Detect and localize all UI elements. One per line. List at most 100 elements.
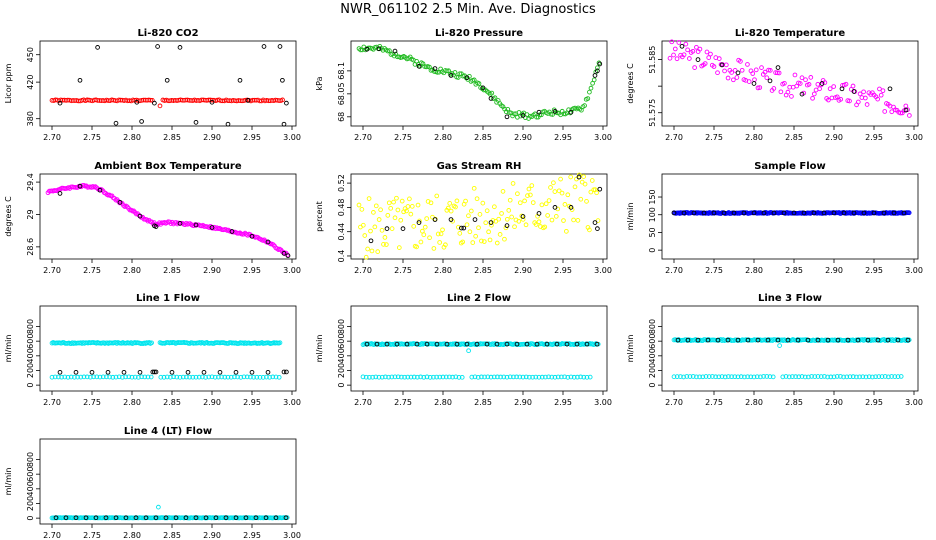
data-point [759,65,764,70]
data-point [533,222,539,227]
x-tick-label: 2.85 [163,398,181,407]
data-point [200,374,205,380]
series-ref [675,337,911,343]
data-point [903,103,909,109]
data-point [384,226,390,231]
plot-frame [661,173,919,260]
x-tick-label: 2.70 [665,266,683,275]
x-tick-label: 2.90 [514,266,532,275]
x-tick-label: 2.80 [745,133,763,142]
data-point [729,70,734,75]
data-point [568,109,574,115]
x-tick-label: 2.95 [243,266,261,275]
y-tick-label: 400 [26,481,35,496]
data-point [584,199,589,204]
data-point [817,86,822,92]
data-point [517,374,523,380]
data-point [157,103,163,109]
data-point [903,107,909,113]
series-glitch [466,348,471,354]
data-point [578,374,583,380]
data-point [595,226,600,231]
data-point [373,374,379,380]
data-point [667,55,673,61]
data-point [886,374,891,380]
data-point [359,207,365,212]
data-point [416,63,422,69]
x-tick-label: 2.95 [865,398,883,407]
data-point [183,515,189,521]
data-point [585,96,591,101]
data-point [549,217,555,223]
data-point [158,374,164,380]
data-point [457,231,463,236]
data-point [394,195,399,201]
data-point [558,176,563,182]
data-point [78,374,84,380]
data-point [149,340,154,346]
data-point [880,88,886,94]
data-point [463,198,468,204]
data-point [68,374,74,380]
data-point [694,44,699,50]
y-tick-label: 800 [26,452,35,467]
data-point [153,369,159,375]
data-point [384,341,390,347]
data-point [391,199,396,205]
data-point [552,374,558,380]
data-point [238,374,244,380]
data-point [110,374,116,380]
data-point [878,92,884,98]
x-tick-label: 2.90 [203,398,221,407]
data-point [392,374,398,380]
data-point [731,210,737,216]
data-point [793,374,798,379]
data-point [466,348,471,354]
data-point [719,62,725,68]
data-point [424,374,430,380]
x-tick-label: 2.85 [785,266,803,275]
data-point [404,341,410,347]
data-point [437,240,442,245]
data-point [751,210,757,216]
data-point [501,374,507,380]
data-point [454,198,460,204]
data-point [520,374,526,380]
data-point [742,374,747,380]
data-point [785,337,791,343]
data-point [284,369,289,375]
data-point [785,89,791,95]
data-point [825,374,830,380]
data-point [551,180,556,186]
plot-frame [350,305,608,392]
data-point [865,337,871,343]
data-point [485,374,491,380]
data-point [72,374,77,380]
data-point [100,374,106,380]
data-point [129,374,135,380]
data-point [363,254,369,260]
x-tick-label: 2.95 [243,398,261,407]
data-point [243,515,249,521]
plot-frame [661,305,919,392]
data-point [225,374,231,380]
data-point [825,337,831,343]
data-point [479,374,484,380]
data-point [139,119,144,124]
data-point [83,515,89,521]
x-tick-label: 2.90 [203,266,221,275]
data-point [831,210,837,216]
x-tick-label: 2.90 [825,398,843,407]
data-point [700,374,706,380]
data-point [753,67,759,73]
data-point [905,337,911,343]
data-point [771,86,777,91]
data-point [695,57,701,62]
y-axis-label: ml/min [315,335,324,363]
data-point [209,225,215,230]
data-point [553,214,559,219]
data-point [517,200,523,206]
data-point [388,205,394,211]
data-point [542,224,548,230]
data-point [248,374,253,380]
